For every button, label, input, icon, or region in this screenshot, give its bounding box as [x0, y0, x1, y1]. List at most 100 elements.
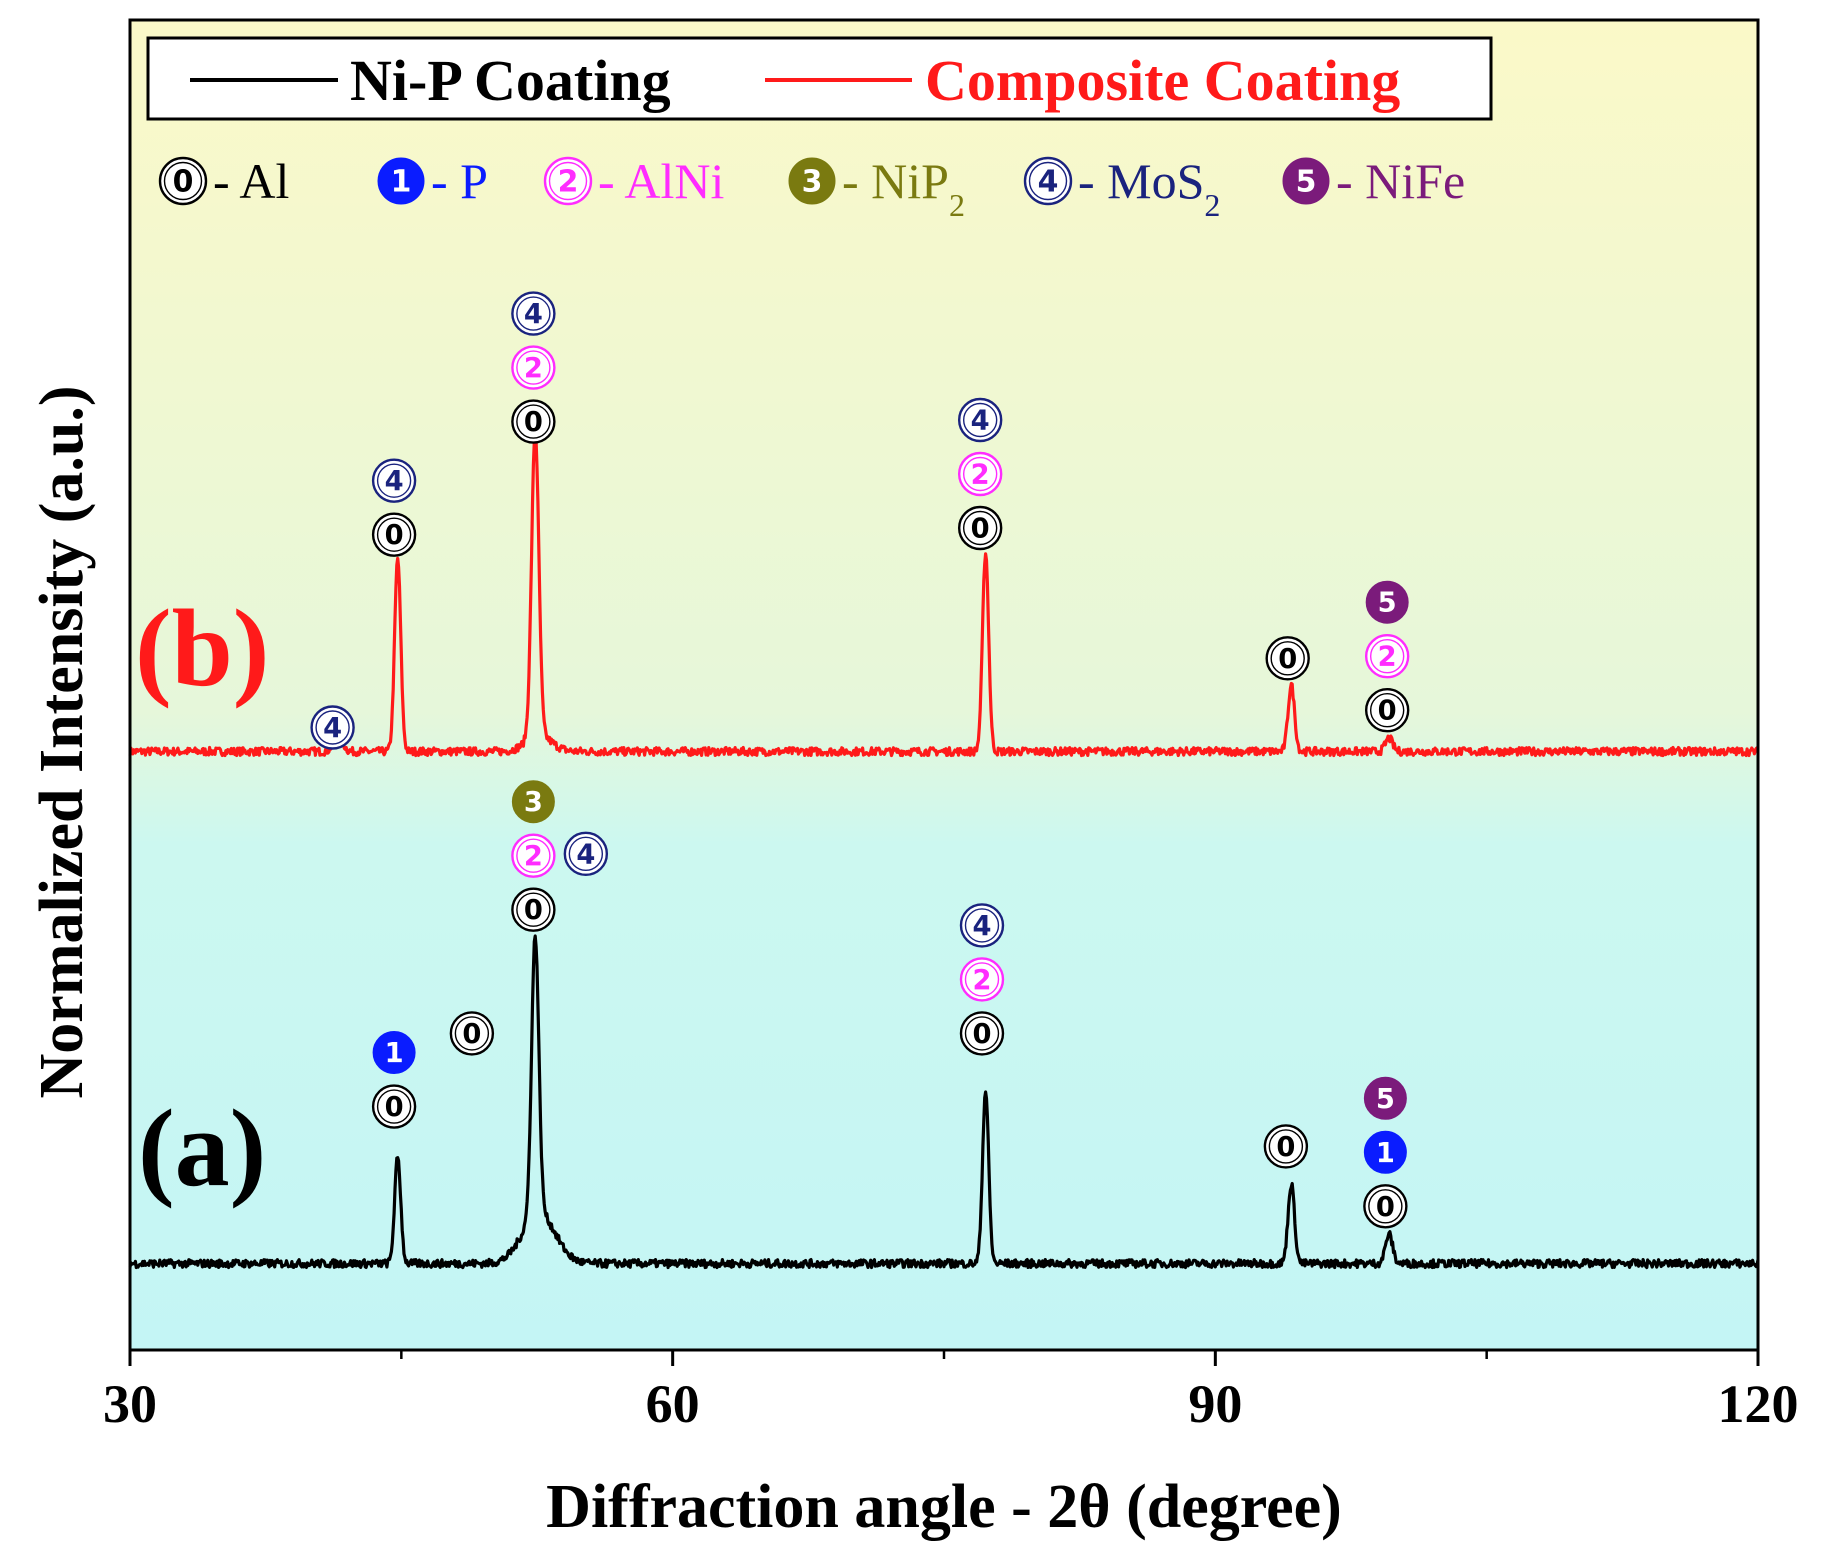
phase-marker-circle — [310, 705, 355, 750]
phase-marker-inner-ring — [516, 838, 551, 873]
phase-marker-inner-ring — [1368, 1189, 1403, 1224]
phase-marker-circle — [511, 399, 556, 444]
phase-marker-inner-ring — [548, 161, 588, 201]
plot-area-background — [130, 20, 1758, 1350]
phase-marker-number: 0 — [462, 1019, 481, 1050]
phase-marker-number: 2 — [524, 353, 543, 384]
phase-marker-circle — [372, 1031, 416, 1075]
phase-marker-circle — [511, 887, 556, 932]
phase-marker-number: 1 — [385, 1038, 404, 1069]
phase-marker-inner-ring — [376, 463, 412, 498]
phase-marker-number: 0 — [173, 164, 194, 199]
phase-key-marker-0: 0 — [158, 156, 208, 206]
phase-marker-circle — [377, 157, 425, 205]
phase-marker-circle — [957, 451, 1003, 497]
x-tick-label: 120 — [1718, 1374, 1799, 1434]
phase-marker-a-6-2: 5 — [1363, 1076, 1407, 1120]
phase-marker-number: 4 — [1038, 164, 1059, 199]
phase-marker-number: 4 — [524, 299, 543, 330]
phase-marker-circle — [1363, 1130, 1407, 1174]
phase-marker-circle — [959, 1011, 1005, 1056]
phase-marker-circle — [957, 397, 1003, 443]
phase-marker-inner-ring — [964, 962, 1000, 997]
phase-marker-circle — [371, 1084, 417, 1129]
phase-marker-a-4-0: 0 — [959, 1011, 1005, 1056]
phase-key-marker-2: 2 — [543, 156, 593, 206]
legend-label-ni-p: Ni-P Coating — [350, 48, 671, 113]
phase-marker-a-6-0: 0 — [1363, 1184, 1408, 1229]
phase-marker-circle — [158, 156, 208, 206]
phase-marker-circle — [511, 780, 555, 824]
panel-label-b: (b) — [135, 587, 269, 709]
phase-marker-inner-ring — [962, 510, 998, 546]
phase-marker-circle — [1363, 1184, 1408, 1229]
x-tick-label: 90 — [1188, 1374, 1242, 1434]
phase-marker-circle — [1364, 634, 1410, 679]
phase-marker-inner-ring — [516, 350, 551, 385]
phase-marker-number: 2 — [1378, 642, 1397, 673]
phase-marker-inner-ring — [568, 836, 604, 872]
phase-marker-inner-ring — [516, 296, 551, 331]
phase-marker-a-4-2: 4 — [959, 903, 1005, 948]
phase-marker-circle — [449, 1011, 495, 1056]
phase-marker-number: 5 — [1378, 588, 1397, 619]
phase-marker-inner-ring — [962, 456, 998, 492]
phase-key-marker-4: 4 — [1023, 156, 1073, 206]
phase-marker-b-3-2: 4 — [957, 397, 1003, 443]
phase-marker-inner-ring — [376, 1089, 412, 1124]
phase-key-marker-3: 3 — [788, 157, 836, 205]
phase-marker-b-4-0: 0 — [1265, 636, 1310, 681]
phase-key-marker-1: 1 — [377, 157, 425, 205]
phase-marker-a-5-0: 0 — [1263, 1124, 1309, 1169]
phase-key-label-2: - AlNi — [598, 153, 724, 209]
phase-marker-a-4-1: 2 — [959, 957, 1005, 1002]
phase-marker-inner-ring — [1369, 693, 1405, 728]
phase-marker-inner-ring — [516, 892, 551, 927]
phase-key-marker-5: 5 — [1282, 157, 1330, 205]
phase-marker-number: 4 — [385, 466, 404, 497]
phase-marker-circle — [957, 505, 1003, 551]
phase-marker-circle — [788, 157, 836, 205]
phase-marker-inner-ring — [1369, 639, 1405, 674]
phase-marker-inner-ring — [376, 517, 412, 552]
phase-marker-number: 0 — [524, 895, 543, 926]
phase-marker-a-2-1: 2 — [511, 833, 556, 878]
legend-label-composite: Composite Coating — [925, 48, 1400, 113]
phase-marker-a-3-0: 4 — [563, 831, 609, 877]
phase-marker-a-0-1: 1 — [372, 1031, 416, 1075]
phase-marker-number: 3 — [802, 164, 823, 199]
phase-marker-a-2-2: 3 — [511, 780, 555, 824]
phase-marker-inner-ring — [1270, 641, 1305, 676]
phase-marker-number: 0 — [1378, 696, 1397, 727]
phase-marker-a-1-0: 0 — [449, 1011, 495, 1056]
phase-marker-circle — [959, 903, 1005, 948]
phase-marker-b-2-1: 2 — [511, 345, 556, 390]
phase-marker-circle — [1023, 156, 1073, 206]
phase-key-label-4: - MoS2 — [1078, 153, 1220, 223]
phase-marker-circle — [371, 458, 417, 503]
phase-marker-circle — [1363, 1076, 1407, 1120]
phase-marker-b-1-1: 4 — [371, 458, 417, 503]
phase-key-label-0: - Al — [213, 153, 289, 209]
panel-label-a: (a) — [138, 1087, 266, 1209]
phase-marker-a-0-0: 0 — [371, 1084, 417, 1129]
x-tick-label: 60 — [646, 1374, 700, 1434]
phase-marker-number: 2 — [972, 965, 991, 996]
phase-marker-inner-ring — [454, 1016, 490, 1051]
phase-marker-circle — [511, 833, 556, 878]
series-line-ni-p — [128, 934, 1760, 1270]
phase-marker-number: 3 — [524, 787, 543, 818]
phase-marker-inner-ring — [964, 1016, 1000, 1051]
phase-marker-b-2-2: 4 — [511, 291, 556, 336]
phase-marker-number: 0 — [524, 407, 543, 438]
phase-marker-b-3-0: 0 — [957, 505, 1003, 551]
phase-marker-number: 0 — [1276, 1132, 1295, 1163]
phase-key: 0 - Al 1 - P 2 - AlNi 3 - NiP2 4 - MoS2 5 - N… — [158, 153, 1465, 223]
phase-marker-number: 2 — [558, 164, 579, 199]
phase-marker-a-6-1: 1 — [1363, 1130, 1407, 1174]
phase-marker-number: 0 — [1278, 644, 1297, 675]
phase-marker-circle — [511, 291, 556, 336]
phase-marker-circle — [1364, 688, 1410, 733]
phase-marker-number: 4 — [971, 405, 990, 436]
